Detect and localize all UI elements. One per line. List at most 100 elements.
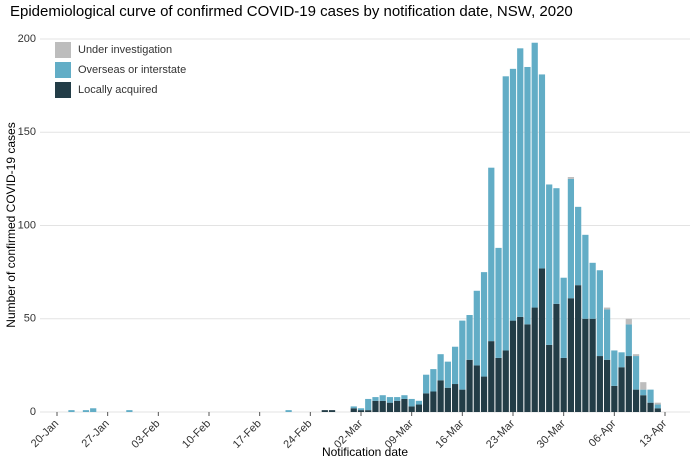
bar-segment: [451, 346, 459, 385]
bar-segment: [575, 206, 582, 286]
bar-segment: [350, 408, 357, 412]
bar-segment: [546, 344, 553, 412]
bar-segment: [654, 404, 661, 409]
bar-segment: [603, 359, 611, 412]
bar-segment: [488, 341, 495, 412]
bar-segment: [437, 380, 444, 412]
y-axis-label: Number of confirmed COVID-19 cases: [4, 122, 18, 327]
bar-segment: [531, 307, 538, 412]
bar-segment: [423, 374, 430, 394]
bar-segment: [596, 270, 603, 357]
x-tick-label: 24-Feb: [281, 418, 314, 451]
bar-segment: [553, 188, 560, 304]
x-tick-label: 10-Feb: [180, 418, 213, 451]
bar-segment: [567, 177, 575, 179]
legend-label: Overseas or interstate: [78, 64, 186, 76]
legend-key: [55, 82, 71, 98]
bar-segment: [632, 389, 640, 412]
bar-segment: [372, 400, 379, 412]
bar-segment: [386, 402, 394, 412]
y-tick-label: 0: [30, 406, 36, 418]
bar-segment: [379, 400, 386, 412]
bar-segment: [365, 410, 372, 412]
bar-segment: [473, 365, 480, 412]
bar-segment: [328, 410, 336, 412]
legend-key: [55, 42, 71, 58]
bar-segment: [502, 350, 509, 412]
bar-segment: [589, 318, 596, 412]
bar-segment: [495, 357, 502, 412]
bar-segment: [575, 285, 582, 412]
bar-segment: [466, 315, 473, 360]
bar-segment: [365, 398, 372, 411]
bar-segment: [553, 303, 560, 412]
bar-segment: [567, 298, 575, 412]
bar-segment: [625, 356, 632, 412]
bar-segment: [546, 184, 553, 345]
x-tick-label: 13-Apr: [637, 417, 669, 449]
bar-segment: [654, 408, 661, 412]
bar-segment: [524, 324, 531, 412]
x-axis-label: Notification date: [322, 445, 408, 459]
bar-segment: [625, 324, 632, 357]
bar-segment: [582, 318, 589, 412]
bar-segment: [596, 356, 603, 412]
y-tick-label: 200: [18, 33, 36, 45]
bar-segment: [589, 262, 596, 319]
bar-segment: [480, 376, 488, 412]
bar-segment: [560, 357, 567, 412]
bar-segment: [582, 234, 589, 319]
bar-segment: [567, 178, 575, 299]
bar-segment: [285, 410, 292, 412]
bar-segment: [401, 398, 408, 412]
chart-title: Epidemiological curve of confirmed COVID…: [10, 3, 573, 20]
bar-segment: [90, 408, 97, 412]
bar-segment: [647, 389, 654, 403]
y-tick-label: 100: [18, 219, 36, 231]
bar-segment: [321, 410, 328, 412]
x-tick-label: 23-Mar: [484, 417, 517, 450]
bar-segment: [357, 408, 365, 411]
bar-segment: [603, 309, 611, 360]
bar-segment: [473, 290, 480, 366]
bar-segment: [531, 42, 538, 308]
bar-segment: [357, 410, 365, 412]
bar-segment: [459, 389, 466, 412]
x-tick-label: 03-Feb: [129, 418, 162, 451]
x-tick-label: 20-Jan: [29, 418, 61, 450]
bar-segment: [444, 361, 451, 388]
x-tick-label: 27-Jan: [80, 418, 112, 450]
bar-segment: [509, 68, 517, 321]
bar-segment: [415, 404, 423, 412]
y-tick-label: 50: [24, 313, 36, 325]
bar-segment: [618, 352, 625, 368]
bar-segment: [126, 410, 133, 412]
y-tick-label: 150: [18, 126, 36, 138]
x-tick-label: 16-Mar: [433, 417, 466, 450]
bar-segment: [524, 66, 531, 325]
legend-label: Locally acquired: [78, 84, 158, 96]
bar-segment: [82, 410, 90, 412]
bar-segment: [408, 398, 415, 407]
bar-segment: [632, 356, 640, 390]
bar-segment: [379, 395, 386, 401]
bar-segment: [480, 272, 488, 377]
bar-segment: [466, 359, 473, 412]
bar-segment: [444, 387, 451, 412]
x-tick-label: 17-Feb: [231, 418, 264, 451]
bar-segment: [640, 382, 647, 390]
bar-segment: [495, 247, 502, 358]
bar-segment: [394, 397, 401, 401]
bar-segment: [350, 406, 357, 409]
bar-segment: [372, 397, 379, 401]
bar-segment: [603, 307, 611, 310]
bar-segment: [640, 395, 647, 412]
bar-segment: [437, 354, 444, 381]
bar-segment: [538, 74, 546, 269]
bar-segment: [408, 406, 415, 412]
bar-segment: [430, 391, 437, 412]
bar-segment: [560, 277, 567, 358]
legend-key: [55, 62, 71, 78]
bar-segment: [654, 402, 661, 405]
